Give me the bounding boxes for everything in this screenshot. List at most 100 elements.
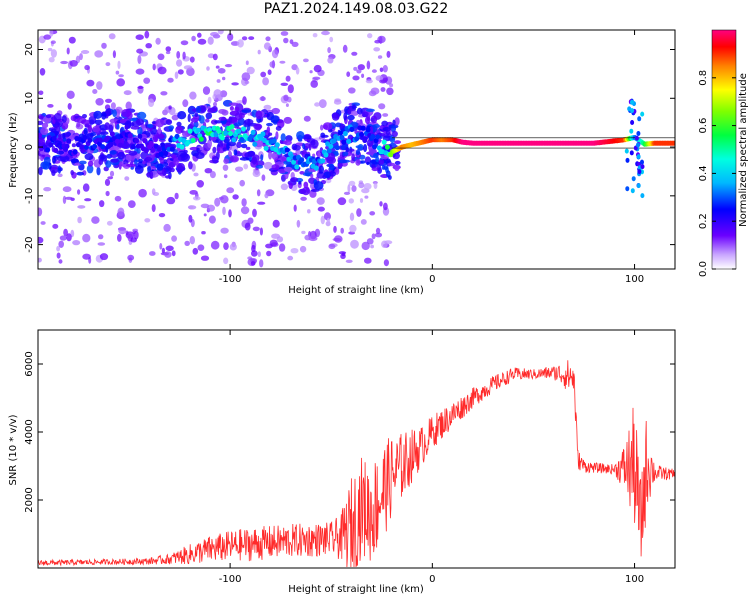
heatmap-cell	[313, 64, 322, 73]
heatmap-cell	[629, 128, 634, 134]
heatmap-cell	[245, 146, 251, 150]
heatmap-cell	[392, 119, 396, 126]
heatmap-cell	[195, 105, 201, 114]
heatmap-cell	[383, 259, 389, 267]
heatmap-cell	[349, 212, 355, 221]
heatmap-cell	[49, 30, 54, 37]
heatmap-cell	[252, 170, 261, 178]
heatmap-cell	[348, 180, 356, 187]
heatmap-cell	[50, 40, 56, 44]
heatmap-cell	[189, 236, 195, 245]
heatmap-cell	[356, 208, 362, 217]
heatmap-cell	[212, 146, 217, 154]
heatmap-cell	[329, 163, 335, 171]
heatmap-cell	[52, 223, 59, 229]
heatmap-cell	[51, 169, 56, 176]
heatmap-cell	[349, 148, 355, 152]
heatmap-cell	[255, 164, 264, 169]
heatmap-cell	[307, 209, 311, 214]
heatmap-cell	[263, 104, 272, 110]
heatmap-cell	[262, 77, 269, 86]
heatmap-cell	[127, 200, 136, 209]
heatmap-cell	[283, 94, 289, 102]
heatmap-cell	[68, 36, 76, 44]
heatmap-cell	[163, 223, 171, 232]
heatmap-cell	[310, 140, 316, 146]
heatmap-cell	[220, 139, 224, 149]
heatmap-cell	[138, 188, 147, 198]
heatmap-cell	[105, 98, 112, 103]
heatmap-cell	[349, 126, 355, 132]
heatmap-cell	[326, 217, 331, 226]
heatmap-cell	[320, 158, 326, 164]
colorbar-tick-label: 0.8	[698, 70, 709, 86]
heatmap-cell	[232, 194, 239, 200]
heatmap-cell	[99, 253, 109, 261]
heatmap-cell	[224, 64, 233, 68]
heatmap-cell	[222, 76, 226, 81]
heatmap-cell	[149, 170, 154, 179]
heatmap-cell	[334, 150, 339, 155]
heatmap-cell	[171, 114, 179, 121]
heatmap-cell	[261, 174, 266, 181]
heatmap-cell	[206, 66, 210, 71]
heatmap-cell	[242, 96, 247, 105]
heatmap-cell	[226, 187, 235, 194]
heatmap-cell	[137, 55, 142, 64]
heatmap-cell	[56, 150, 65, 155]
heatmap-cell	[308, 142, 312, 151]
heatmap-cell	[382, 127, 392, 132]
heatmap-cell	[188, 161, 193, 170]
heatmap-cell	[300, 196, 307, 201]
heatmap-cell	[259, 259, 264, 268]
heatmap-cell	[84, 198, 92, 202]
heatmap-cell	[135, 118, 145, 126]
heatmap-cell	[278, 243, 286, 252]
heatmap-cell	[183, 149, 188, 154]
heatmap-cell	[169, 167, 175, 173]
heatmap-cell	[257, 251, 261, 258]
heatmap-cell	[127, 254, 135, 261]
heatmap-cell	[158, 151, 164, 157]
heatmap-cell	[272, 219, 280, 228]
heatmap-cell	[197, 32, 202, 38]
heatmap-cell	[40, 127, 49, 136]
heatmap-cell	[625, 186, 630, 192]
heatmap-cell	[387, 162, 396, 167]
heatmap-cell	[341, 252, 346, 257]
heatmap-cell	[38, 257, 42, 263]
heatmap-cell	[326, 148, 332, 154]
heatmap-cell	[107, 176, 114, 180]
heatmap-cell	[82, 134, 88, 140]
heatmap-cell	[210, 32, 219, 37]
heatmap-cell	[370, 134, 376, 140]
heatmap-cell	[170, 154, 177, 159]
heatmap-cell	[92, 125, 100, 133]
heatmap-cell	[118, 142, 123, 148]
heatmap-cell	[366, 161, 370, 166]
heatmap-cell	[164, 251, 172, 258]
heatmap-cell	[200, 203, 210, 209]
heatmap-cell	[378, 103, 386, 110]
heatmap-cell	[317, 206, 325, 212]
heatmap-cell	[329, 36, 334, 43]
heatmap-cell	[78, 160, 87, 165]
heatmap-cell	[290, 248, 299, 254]
spectrogram-heatmap	[38, 30, 675, 268]
heatmap-cell	[389, 83, 394, 88]
heatmap-cell	[365, 79, 373, 84]
heatmap-cell	[340, 227, 345, 234]
heatmap-cell	[174, 71, 179, 79]
heatmap-cell	[337, 159, 348, 164]
colorbar-tick-label: 0.2	[698, 213, 709, 229]
heatmap-cell	[72, 149, 78, 155]
colorbar-gradient	[711, 29, 737, 270]
heatmap-cell	[352, 75, 360, 81]
heatmap-cell	[157, 133, 165, 140]
heatmap-cell	[200, 255, 210, 261]
heatmap-cell	[381, 120, 389, 127]
y-tick-label: 20	[24, 43, 35, 56]
heatmap-cell	[391, 124, 396, 133]
heatmap-cell	[372, 144, 377, 150]
